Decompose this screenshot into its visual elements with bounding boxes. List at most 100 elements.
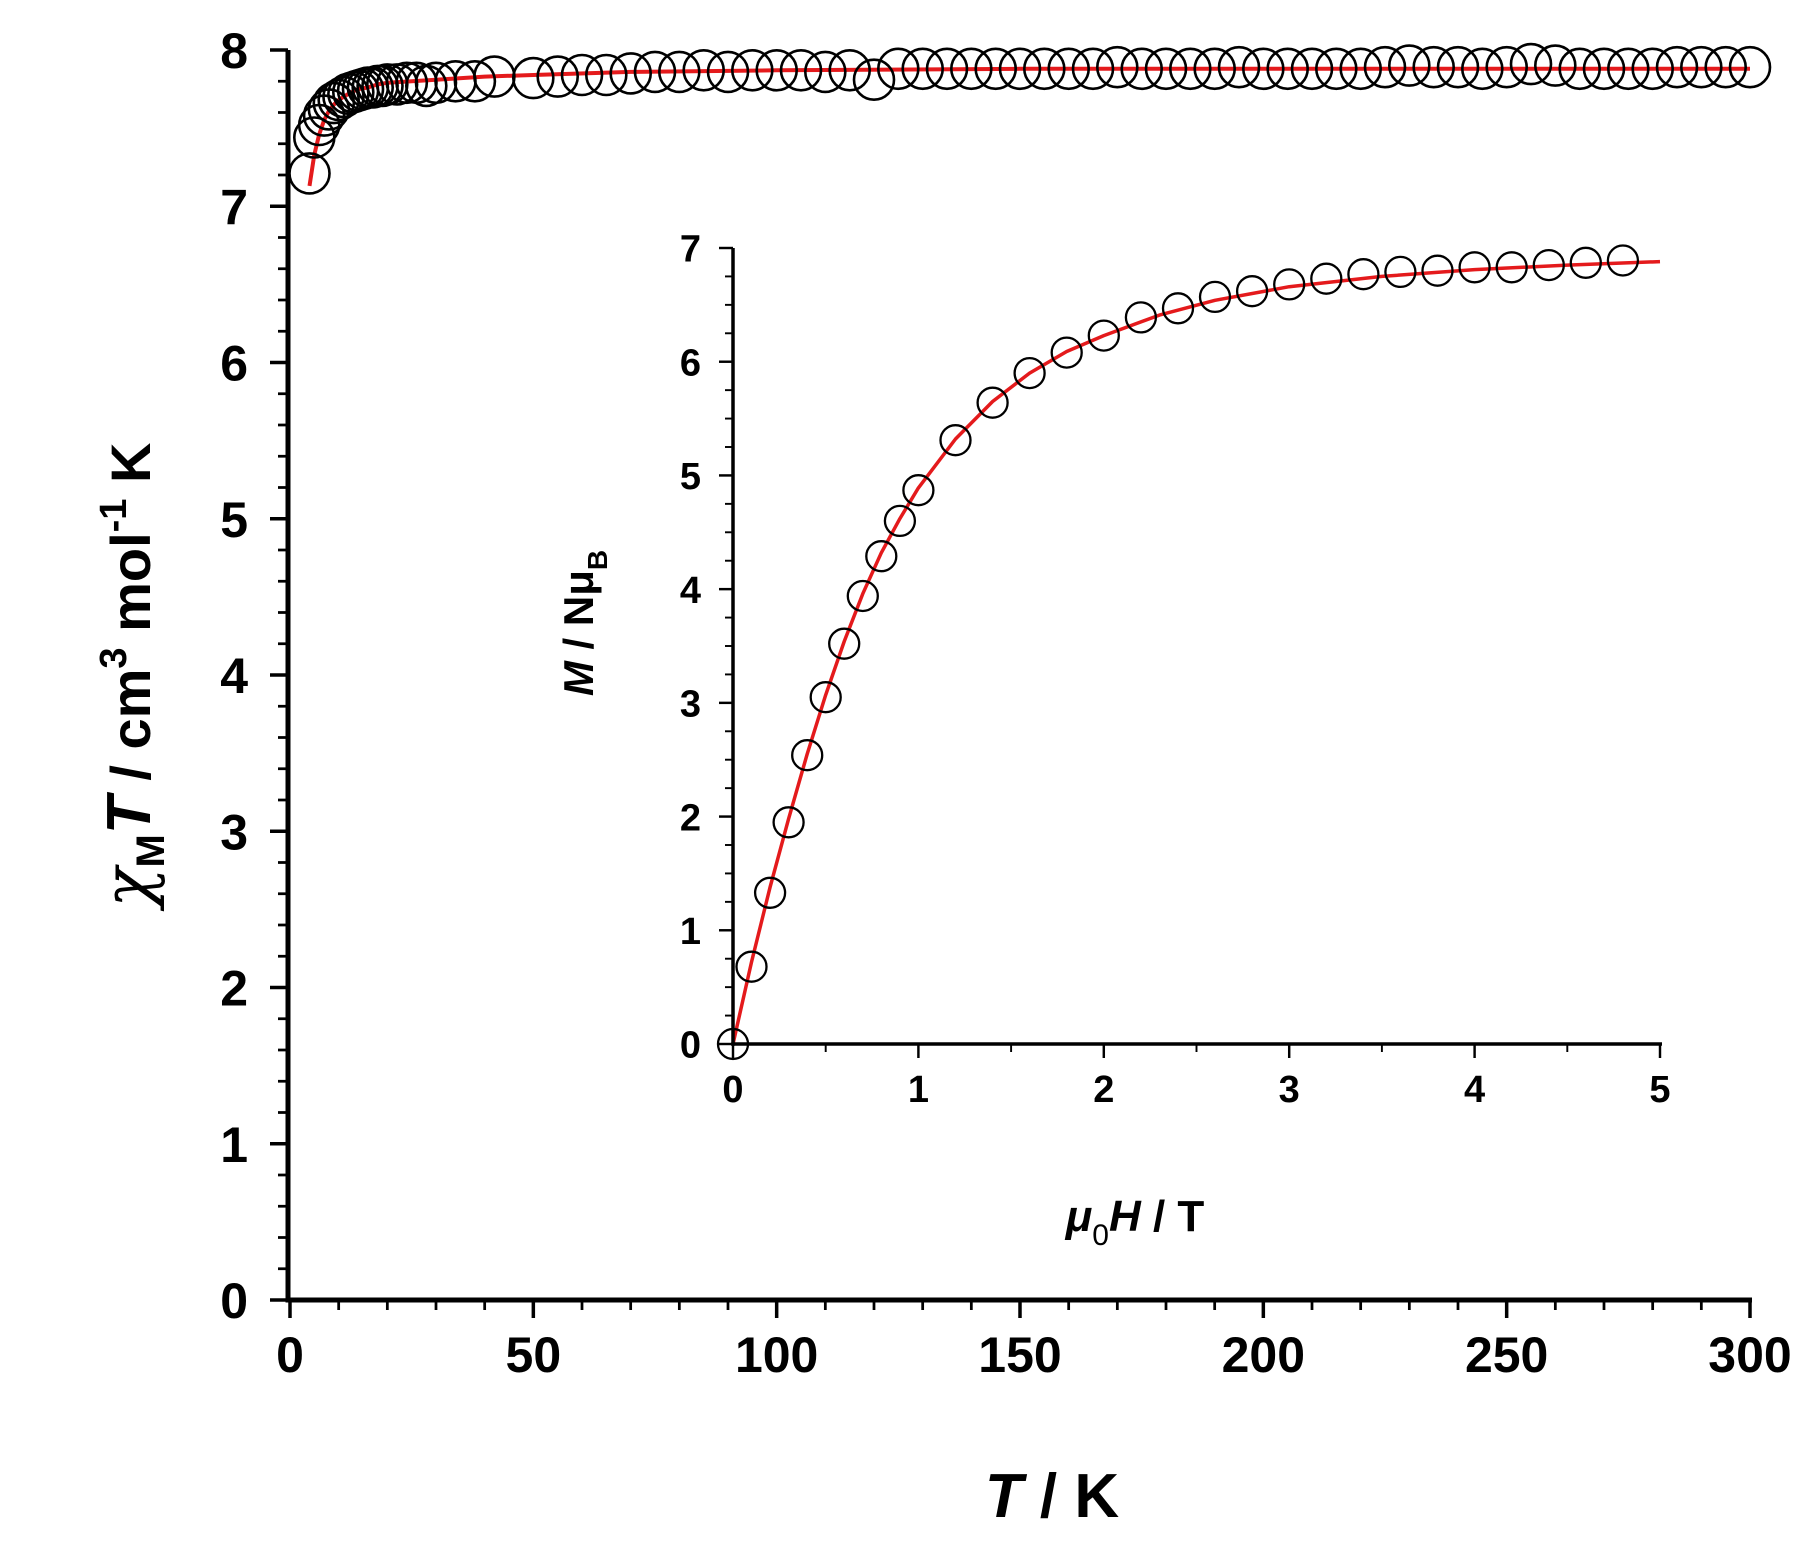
main-y-tick-label: 4 <box>220 648 248 704</box>
main-x-tick-label: 250 <box>1465 1327 1548 1383</box>
main-y-tick-label: 5 <box>220 492 248 548</box>
inset-plot-data <box>716 244 1661 1061</box>
main-data-point <box>1388 44 1431 87</box>
inset-data-point <box>1087 319 1120 352</box>
inset-data-point <box>735 950 768 983</box>
main-data-point <box>730 49 774 92</box>
main-data-point <box>1217 45 1261 89</box>
inset-data-point <box>772 806 805 839</box>
inset-data-point <box>902 474 935 507</box>
main-y-tick-label: 8 <box>220 23 248 79</box>
main-data-point <box>536 55 580 98</box>
main-data-point <box>1582 47 1626 91</box>
main-data-point <box>560 53 604 97</box>
main-y-axis-title: χMT / cm3 mol-1 K <box>89 443 173 912</box>
main-x-tick-label: 0 <box>276 1327 304 1383</box>
main-data-point <box>609 52 653 95</box>
inset-data-point <box>791 739 824 772</box>
inset-data-point <box>1347 258 1380 291</box>
main-data-point <box>1242 47 1285 91</box>
inset-data-point <box>1050 336 1083 369</box>
inset-x-tick-label: 2 <box>1093 1069 1114 1111</box>
main-x-tick-label: 150 <box>978 1327 1061 1383</box>
main-data-point <box>706 50 750 94</box>
inset-data-point <box>1310 262 1343 295</box>
inset-tick-labels: 0 1 2 3 4 5 0 1 2 3 4 5 6 7 <box>680 229 1671 1111</box>
main-data-point <box>1193 47 1236 91</box>
main-data-point <box>511 56 555 100</box>
main-data-point <box>1704 45 1747 89</box>
main-data-point <box>1680 45 1723 89</box>
main-data-point <box>876 47 920 91</box>
inset-y-tick-label: 3 <box>680 684 701 726</box>
main-data-point <box>1169 47 1212 91</box>
inset-data-point <box>753 876 787 909</box>
main-data-point <box>1631 47 1674 91</box>
inset-data-point <box>846 579 879 613</box>
inset-data-point <box>1606 244 1640 277</box>
main-plot-data <box>288 42 1772 195</box>
main-data-point <box>1120 47 1163 91</box>
inset-y-tick-label: 7 <box>680 229 701 271</box>
main-x-axis-title: T / K <box>985 1462 1120 1531</box>
main-data-point <box>1509 42 1553 86</box>
main-data-point <box>1436 45 1480 89</box>
inset-data-point <box>976 386 1009 419</box>
main-y-tick-label: 2 <box>220 961 248 1017</box>
inset-x-tick-label: 5 <box>1649 1069 1670 1111</box>
main-data-point <box>803 50 847 94</box>
main-data-point <box>1534 44 1577 87</box>
main-data-point <box>1655 45 1699 89</box>
inset-data-point <box>1421 254 1454 287</box>
inset-chart: 0 1 2 3 4 5 0 1 2 3 4 5 6 7 μ0H / T M / NμB <box>555 229 1671 1252</box>
inset-x-tick-label: 0 <box>722 1069 743 1111</box>
main-data-point <box>682 49 726 92</box>
main-data-point <box>949 47 993 91</box>
main-x-tick-label: 200 <box>1222 1327 1305 1383</box>
inset-axes <box>719 246 1662 1058</box>
inset-y-tick-label: 6 <box>680 342 701 384</box>
main-y-tick-label: 6 <box>220 336 248 392</box>
inset-data-point <box>809 681 842 714</box>
inset-x-tick-label: 1 <box>908 1069 929 1111</box>
main-data-point <box>974 47 1018 91</box>
main-data-point <box>1071 47 1115 91</box>
inset-data-point <box>1124 301 1158 334</box>
main-data-point <box>1315 47 1358 91</box>
main-data-point <box>1339 47 1382 91</box>
inset-y-tick-label: 0 <box>680 1025 701 1067</box>
main-data-point <box>657 50 701 94</box>
main-data-point <box>998 47 1042 91</box>
inset-data-point <box>1198 280 1232 314</box>
main-y-tick-label: 1 <box>220 1117 248 1173</box>
inset-fit-curve <box>731 259 1661 1045</box>
main-x-tick-label: 300 <box>1708 1327 1791 1383</box>
main-data-point <box>901 47 945 91</box>
main-data-point <box>1290 47 1334 91</box>
inset-data-point <box>1458 251 1491 284</box>
main-data-point <box>1266 47 1309 91</box>
main-data-point <box>1461 47 1504 91</box>
inset-x-tick-label: 4 <box>1464 1069 1485 1111</box>
inset-y-tick-label: 5 <box>680 456 701 498</box>
inset-x-tick-label: 3 <box>1279 1069 1300 1111</box>
inset-data-point <box>1569 246 1602 279</box>
main-data-point <box>1096 45 1139 89</box>
inset-data-point <box>1532 248 1565 282</box>
inset-y-tick-label: 2 <box>680 797 701 839</box>
main-data-point <box>1144 47 1188 91</box>
inset-data-point <box>1384 255 1417 289</box>
inset-data-point <box>1273 268 1306 301</box>
inset-data-point <box>865 540 898 573</box>
inset-data-point <box>883 504 917 538</box>
main-axes <box>239 48 1752 1318</box>
inset-y-axis-title: M / NμB <box>555 550 613 696</box>
inset-data-point <box>1161 292 1195 325</box>
main-data-point <box>385 61 429 105</box>
main-data-point <box>1728 45 1772 89</box>
main-x-tick-label: 50 <box>506 1327 562 1383</box>
main-data-point <box>1607 47 1650 91</box>
